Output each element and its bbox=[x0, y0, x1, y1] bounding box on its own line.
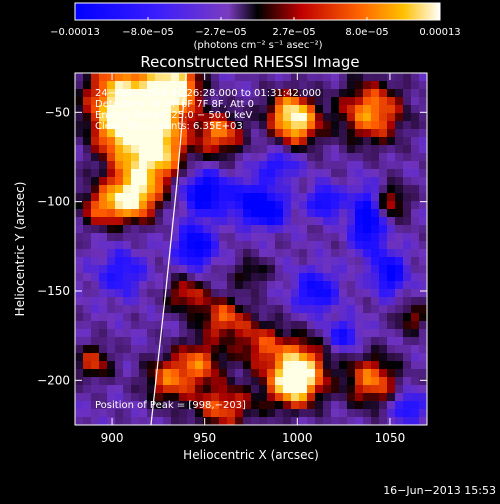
plot-area: 900 950 1000 1050 −50 −100 −150 −200 24−Apr−20… bbox=[37, 72, 428, 445]
x-tick-label: 950 bbox=[193, 431, 216, 445]
plot-frame bbox=[74, 72, 428, 426]
colorbar-tick-label: 0.00013 bbox=[419, 27, 460, 38]
x-tick-label: 1000 bbox=[282, 431, 313, 445]
annotation-line: 24−Apr−2004 01:26:28.000 to 01:31:42.000 bbox=[95, 88, 321, 99]
colorbar-tick-label: −2.7e−05 bbox=[195, 27, 247, 38]
annotation-line: Detectors: 4F 5F 6F 7F 8F, Att 0 bbox=[95, 99, 254, 110]
x-ticks: 900 950 1000 1050 bbox=[101, 73, 406, 445]
chart-title: Reconstructed RHESSI Image bbox=[140, 53, 359, 71]
annotation-line: Clean Total counts: 6.35E+03 bbox=[95, 121, 243, 132]
x-tick-label: 1050 bbox=[375, 431, 406, 445]
colorbar: −0.00013 −8.0e−05 −2.7e−05 2.7e−05 8.0e−05 0.… bbox=[50, 2, 461, 51]
y-tick-label: −200 bbox=[37, 373, 70, 387]
footer-date: 16−Jun−2013 15:53 bbox=[383, 484, 496, 497]
colorbar-tick-label: 8.0e−05 bbox=[345, 27, 388, 38]
peak-label: Position of Peak = [998,−203] bbox=[95, 400, 246, 411]
colorbar-tick-label: −0.00013 bbox=[50, 27, 100, 38]
x-axis-label: Heliocentric X (arcsec) bbox=[183, 448, 319, 462]
y-ticks: −50 −100 −150 −200 bbox=[37, 105, 427, 387]
heatmap-image bbox=[75, 73, 427, 425]
solar-limb-curve bbox=[150, 73, 187, 425]
colorbar-tick-label: 2.7e−05 bbox=[272, 27, 315, 38]
annotations: 24−Apr−2004 01:26:28.000 to 01:31:42.000… bbox=[95, 88, 321, 132]
y-tick-label: −150 bbox=[37, 284, 70, 298]
y-axis-label: Heliocentric Y (arcsec) bbox=[13, 182, 27, 317]
colorbar-ticks: −0.00013 −8.0e−05 −2.7e−05 2.7e−05 8.0e−05 0.… bbox=[50, 17, 461, 38]
colorbar-strip bbox=[74, 2, 441, 21]
annotation-line: Energy Range: 25.0 − 50.0 keV bbox=[95, 110, 252, 121]
y-tick-label: −50 bbox=[45, 105, 70, 119]
x-tick-label: 900 bbox=[101, 431, 124, 445]
colorbar-units: (photons cm⁻² s⁻¹ asec⁻²) bbox=[193, 40, 322, 51]
y-tick-label: −100 bbox=[37, 195, 70, 209]
colorbar-tick-label: −8.0e−05 bbox=[122, 27, 174, 38]
